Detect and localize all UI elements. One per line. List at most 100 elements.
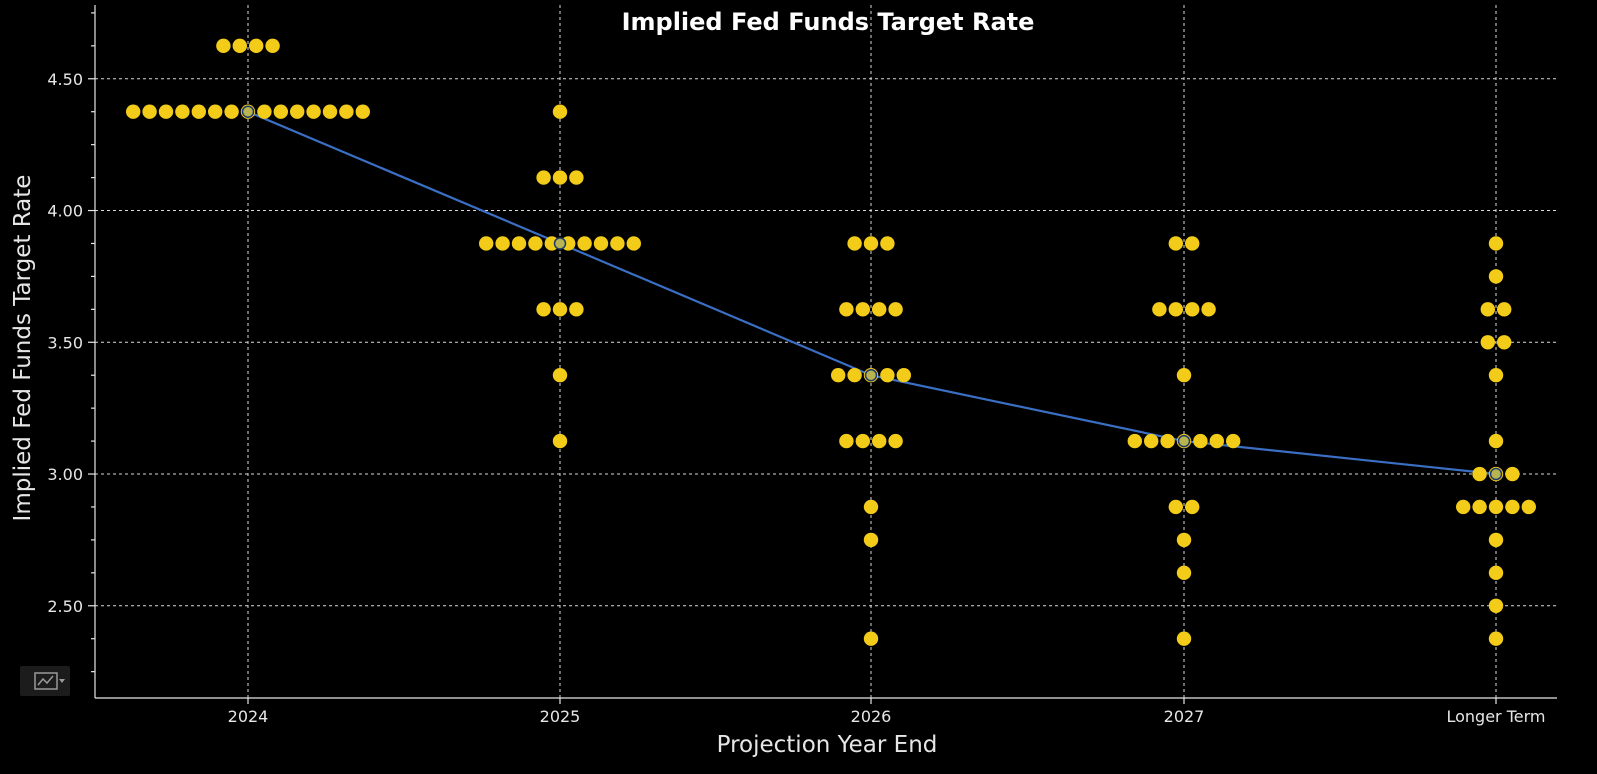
projection-dot — [1472, 466, 1487, 482]
projection-dot — [208, 104, 223, 119]
x-tick-label: Longer Term — [1446, 707, 1545, 726]
projection-dot — [1488, 598, 1504, 613]
projection-dot — [355, 104, 370, 119]
y-axis-title: Implied Fed Funds Target Rate — [10, 175, 36, 522]
projection-dot — [1168, 236, 1184, 251]
projection-dot — [1505, 499, 1520, 515]
x-axis-title: Projection Year End — [717, 732, 938, 758]
projection-dot — [1176, 532, 1192, 548]
projection-dot — [593, 236, 609, 251]
projection-dot — [495, 236, 510, 251]
projection-dot — [880, 236, 895, 251]
projection-dot — [216, 38, 231, 54]
projection-dot — [528, 236, 543, 251]
projection-dot — [896, 368, 911, 383]
projection-dot — [273, 104, 288, 119]
projection-dot — [536, 302, 551, 317]
projection-dot — [224, 104, 239, 119]
x-tick-label: 2024 — [228, 707, 269, 726]
projection-dot — [872, 433, 887, 449]
median-point — [1177, 434, 1191, 448]
projection-dot — [1201, 302, 1216, 317]
x-tick-label: 2025 — [540, 707, 581, 726]
projection-dot — [610, 236, 625, 251]
projection-dot — [1488, 499, 1504, 515]
chart-title: Implied Fed Funds Target Rate — [622, 8, 1035, 36]
median-marker-layer — [241, 105, 1503, 481]
projection-dot — [306, 104, 321, 119]
projection-dot — [552, 170, 568, 185]
axes — [88, 5, 1557, 704]
projection-dot — [552, 104, 568, 119]
projection-dot — [1497, 302, 1512, 317]
projection-dot — [249, 38, 264, 54]
projection-dot — [1185, 499, 1200, 515]
projection-dot — [1505, 466, 1520, 482]
projection-dot — [1488, 433, 1504, 449]
projection-dot — [1480, 335, 1496, 350]
projection-dot — [577, 236, 592, 251]
projection-dot — [191, 104, 206, 119]
projection-dot — [552, 433, 568, 449]
projection-dot — [863, 532, 879, 548]
projection-dot — [158, 104, 174, 119]
projection-dot — [1472, 499, 1487, 515]
projection-dot — [536, 170, 551, 185]
median-point — [864, 368, 878, 382]
projection-dot — [863, 236, 879, 251]
projection-dot — [1176, 565, 1192, 581]
projection-dot — [265, 38, 280, 54]
median-point — [241, 105, 255, 118]
projection-dot — [847, 236, 862, 251]
median-point — [553, 237, 567, 250]
projection-dot — [1521, 499, 1537, 515]
projection-dot — [855, 433, 870, 449]
projection-dot — [1152, 302, 1167, 317]
projection-dot — [1488, 532, 1504, 548]
projection-dot — [1168, 302, 1184, 317]
projection-dot — [232, 38, 247, 54]
projection-dot — [1226, 433, 1241, 449]
projection-dot — [569, 170, 584, 185]
y-tick-label: 2.50 — [47, 597, 83, 616]
projection-dot — [1209, 433, 1225, 449]
projection-dot — [1456, 499, 1471, 515]
projection-dot — [1497, 335, 1512, 350]
projection-dot — [855, 302, 870, 317]
projection-dot — [1185, 302, 1200, 317]
y-tick-label: 3.50 — [47, 333, 83, 352]
projection-dot — [1160, 433, 1175, 449]
line-chart-icon — [34, 672, 65, 690]
projection-dot — [569, 302, 584, 317]
projection-dot — [322, 104, 338, 119]
projection-dot — [552, 302, 568, 317]
projection-dot — [1176, 368, 1192, 383]
projection-dot — [1480, 302, 1496, 317]
projection-dot — [1127, 433, 1143, 449]
y-tick-label: 4.00 — [47, 202, 83, 221]
projection-dot — [1488, 565, 1504, 581]
y-tick-label: 3.00 — [47, 465, 83, 484]
projection-dot — [626, 236, 641, 251]
projection-dot — [175, 104, 190, 119]
projection-dot — [290, 104, 305, 119]
projection-dot — [257, 104, 272, 119]
projection-dot — [479, 236, 494, 251]
projection-dot — [863, 499, 879, 515]
projection-dot — [339, 104, 354, 119]
projection-dot — [1488, 236, 1504, 251]
projection-dot — [511, 236, 527, 251]
y-tick-label: 4.50 — [47, 70, 83, 89]
projection-dot — [839, 433, 854, 449]
projection-dot — [1176, 631, 1192, 646]
projection-dot — [872, 302, 887, 317]
chart-type-button[interactable] — [20, 666, 70, 696]
projection-dot — [126, 104, 141, 119]
projection-dot — [888, 433, 903, 449]
projection-dot — [831, 368, 846, 383]
x-tick-label: 2027 — [1164, 707, 1205, 726]
grid-lines — [95, 5, 1557, 698]
tick-labels: 2.50 3.00 3.50 4.00 4.50 2024 2025 2026 2027 Long… — [47, 70, 1545, 726]
